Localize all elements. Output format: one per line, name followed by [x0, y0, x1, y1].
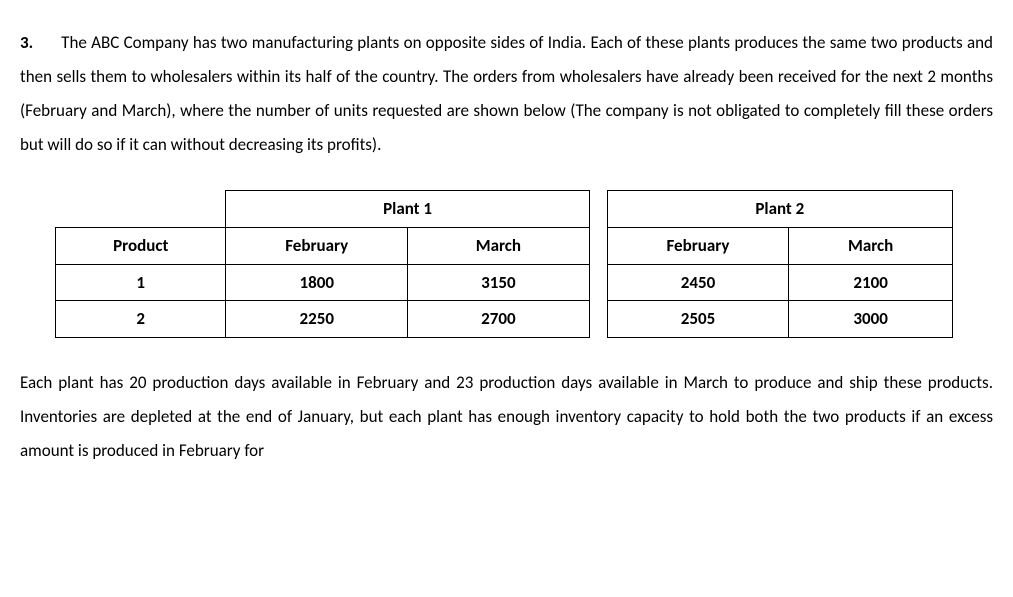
question-number: 3.: [20, 26, 33, 60]
plant1-header: Plant 1: [226, 191, 589, 228]
paragraph-top-text: The ABC Company has two manufacturing pl…: [20, 32, 993, 155]
table-row: 1 1800 3150 2450 2100: [56, 264, 953, 301]
product-header: Product: [56, 227, 226, 264]
table-header-row-plants: Plant 1 Plant 2: [56, 191, 953, 228]
data-cell: 2450: [607, 264, 789, 301]
plant1-mar-header: March: [408, 227, 590, 264]
data-cell: 2100: [789, 264, 953, 301]
spacer-cell: [589, 227, 607, 264]
orders-table-container: Plant 1 Plant 2 Product February March F…: [20, 190, 993, 338]
plant2-header: Plant 2: [607, 191, 952, 228]
product-cell: 1: [56, 264, 226, 301]
plant2-feb-header: February: [607, 227, 789, 264]
spacer-cell: [589, 301, 607, 338]
data-cell: 1800: [226, 264, 408, 301]
table-row: 2 2250 2700 2505 3000: [56, 301, 953, 338]
orders-table: Plant 1 Plant 2 Product February March F…: [55, 190, 953, 338]
data-cell: 2250: [226, 301, 408, 338]
data-cell: 3150: [408, 264, 590, 301]
product-cell: 2: [56, 301, 226, 338]
table-header-row-months: Product February March February March: [56, 227, 953, 264]
question-paragraph-2: Each plant has 20 production days availa…: [20, 366, 993, 468]
paragraph-bottom-text: Each plant has 20 production days availa…: [20, 372, 993, 461]
plant2-mar-header: March: [789, 227, 953, 264]
data-cell: 2700: [408, 301, 590, 338]
spacer-cell: [589, 264, 607, 301]
spacer-cell: [589, 191, 607, 228]
question-paragraph-1: 3.The ABC Company has two manufacturing …: [20, 26, 993, 162]
data-cell: 3000: [789, 301, 953, 338]
plant1-feb-header: February: [226, 227, 408, 264]
data-cell: 2505: [607, 301, 789, 338]
empty-header-cell: [56, 191, 226, 228]
